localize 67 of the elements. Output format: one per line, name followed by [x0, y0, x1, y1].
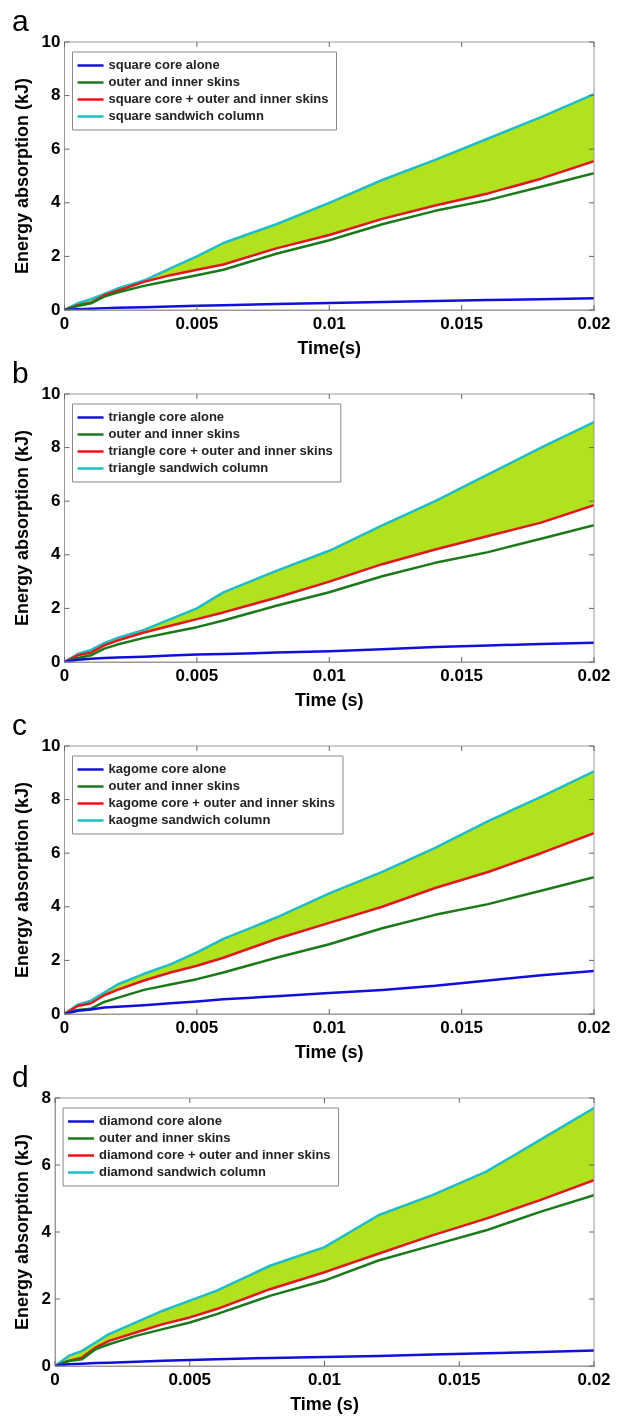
y-tick-label: 2 — [51, 598, 61, 618]
x-tick-label: 0.015 — [440, 665, 483, 685]
legend-label: kagome core alone — [108, 761, 227, 777]
x-tick-label: 0.005 — [175, 665, 219, 685]
legend-label: triangle core + outer and inner skins — [108, 443, 333, 459]
y-tick-label: 6 — [51, 138, 61, 158]
legend-label: square core alone — [108, 57, 220, 73]
x-axis-title: Time(s) — [297, 338, 362, 359]
legend-label: outer and inner skins — [108, 778, 240, 794]
chart-title: b — [12, 356, 29, 390]
x-tick-label: 0.02 — [577, 665, 611, 685]
x-tick-label: 0.005 — [168, 1369, 212, 1389]
y-tick-label: 0 — [51, 299, 61, 319]
y-axis-title: Energy absorption (kJ) — [11, 429, 32, 627]
legend-label: triangle sandwich column — [108, 460, 269, 476]
y-tick-label: 4 — [51, 544, 62, 564]
chart-title: a — [12, 4, 29, 38]
x-tick-label: 0.005 — [175, 1017, 219, 1037]
y-tick-label: 8 — [51, 437, 61, 457]
y-tick-label: 0 — [51, 651, 61, 671]
y-tick-label: 4 — [51, 896, 62, 916]
x-tick-label: 0.01 — [312, 1017, 346, 1037]
y-axis-title: Energy absorption (kJ) — [11, 781, 32, 979]
legend-label: diamond sandwich column — [99, 1164, 266, 1180]
x-tick-label: 0.02 — [577, 1017, 611, 1037]
y-tick-label: 0 — [41, 1355, 52, 1375]
legend-label: kaogme sandwich column — [108, 812, 271, 828]
legend-label: square core + outer and inner skins — [108, 91, 329, 107]
x-tick-label: 0.015 — [440, 1017, 483, 1037]
x-tick-label: 0.015 — [437, 1369, 481, 1389]
x-tick-label: 0.015 — [440, 313, 483, 333]
x-axis-title: Time (s) — [290, 1394, 359, 1415]
legend-label: diamond core alone — [99, 1113, 222, 1129]
y-tick-label: 8 — [51, 85, 61, 105]
chart-title: d — [12, 1060, 29, 1094]
legend-label: outer and inner skins — [99, 1130, 231, 1146]
y-axis-title: Energy absorption (kJ) — [11, 1133, 32, 1331]
legend-label: kagome core + outer and inner skins — [108, 795, 336, 811]
x-tick-label: 0.01 — [307, 1369, 342, 1389]
y-tick-label: 6 — [41, 1154, 52, 1174]
y-tick-label: 8 — [41, 1087, 52, 1107]
y-tick-label: 6 — [51, 842, 61, 862]
y-tick-label: 0 — [51, 1003, 61, 1023]
x-tick-label: 0.005 — [175, 313, 219, 333]
y-tick-label: 4 — [51, 192, 62, 212]
x-axis-title: Time (s) — [294, 1042, 364, 1063]
y-tick-label: 4 — [41, 1221, 52, 1241]
y-tick-label: 8 — [51, 789, 61, 809]
x-tick-label: 0.01 — [312, 665, 346, 685]
chart-title: c — [12, 708, 27, 742]
legend-label: diamond core + outer and inner skins — [99, 1147, 331, 1163]
legend-label: triangle core alone — [108, 409, 225, 425]
y-tick-label: 2 — [51, 246, 61, 266]
y-tick-label: 2 — [51, 950, 61, 970]
x-axis-title: Time (s) — [294, 690, 364, 711]
y-tick-label: 2 — [41, 1288, 52, 1308]
y-tick-label: 10 — [41, 383, 61, 403]
y-axis-title: Energy absorption (kJ) — [11, 77, 32, 275]
x-tick-label: 0.01 — [312, 313, 346, 333]
x-tick-label: 0.02 — [577, 313, 611, 333]
y-tick-label: 10 — [41, 735, 61, 755]
legend-label: outer and inner skins — [108, 426, 240, 442]
y-tick-label: 6 — [51, 490, 61, 510]
legend-label: square sandwich column — [108, 108, 264, 124]
y-tick-label: 10 — [41, 31, 61, 51]
legend-label: outer and inner skins — [108, 74, 240, 90]
x-tick-label: 0.02 — [577, 1369, 611, 1389]
